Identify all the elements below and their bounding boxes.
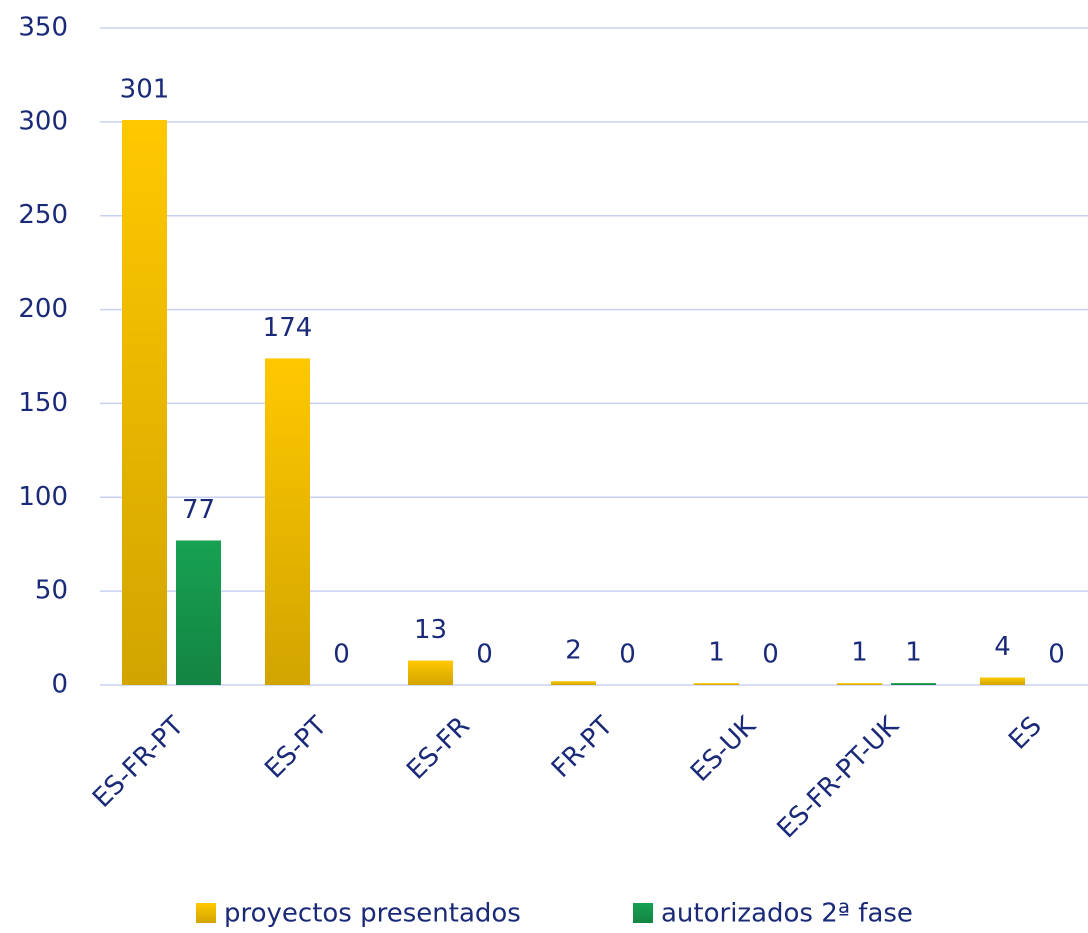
- bar-shade: [891, 683, 936, 685]
- x-tick-label: ES-FR-PT: [87, 711, 190, 814]
- data-label: 2: [565, 636, 582, 666]
- legend-label: proyectos presentados: [224, 899, 521, 929]
- y-tick-label: 300: [18, 106, 68, 136]
- x-tick-label: ES-UK: [685, 710, 762, 787]
- y-tick-label: 50: [35, 576, 68, 606]
- data-label: 4: [994, 632, 1011, 662]
- bar-shade: [265, 358, 310, 685]
- bar-shade: [980, 677, 1025, 685]
- bar-shade: [551, 681, 596, 685]
- legend-swatch-shade: [196, 903, 216, 923]
- bar-shade: [694, 683, 739, 685]
- y-tick-label: 350: [18, 13, 68, 43]
- bar-shade: [176, 540, 221, 685]
- data-label: 0: [1048, 640, 1065, 670]
- bar-shade: [408, 660, 453, 685]
- y-tick-label: 200: [18, 294, 68, 324]
- bar-shade: [837, 683, 882, 685]
- data-label: 1: [905, 638, 922, 668]
- data-label: 174: [263, 313, 313, 343]
- bar-shade: [122, 119, 167, 686]
- y-tick-label: 150: [18, 388, 68, 418]
- legend-label: autorizados 2ª fase: [661, 899, 913, 929]
- data-label: 1: [708, 638, 725, 668]
- x-tick-label: ES-FR: [401, 711, 475, 785]
- data-label: 0: [762, 640, 779, 670]
- data-label: 301: [120, 74, 170, 104]
- data-label: 0: [619, 640, 636, 670]
- y-tick-label: 250: [18, 200, 68, 230]
- data-label: 77: [182, 495, 215, 525]
- data-label: 13: [414, 615, 447, 645]
- legend-swatch-shade: [633, 903, 653, 923]
- data-label: 0: [476, 640, 493, 670]
- x-tick-label: FR-PT: [546, 711, 619, 784]
- y-tick-label: 100: [18, 482, 68, 512]
- data-label: 1: [851, 638, 868, 668]
- x-tick-label: ES: [1003, 711, 1048, 756]
- x-tick-label: ES-PT: [259, 711, 333, 785]
- y-tick-label: 0: [51, 670, 68, 700]
- data-label: 0: [333, 640, 350, 670]
- x-tick-label: ES-FR-PT-UK: [772, 710, 906, 844]
